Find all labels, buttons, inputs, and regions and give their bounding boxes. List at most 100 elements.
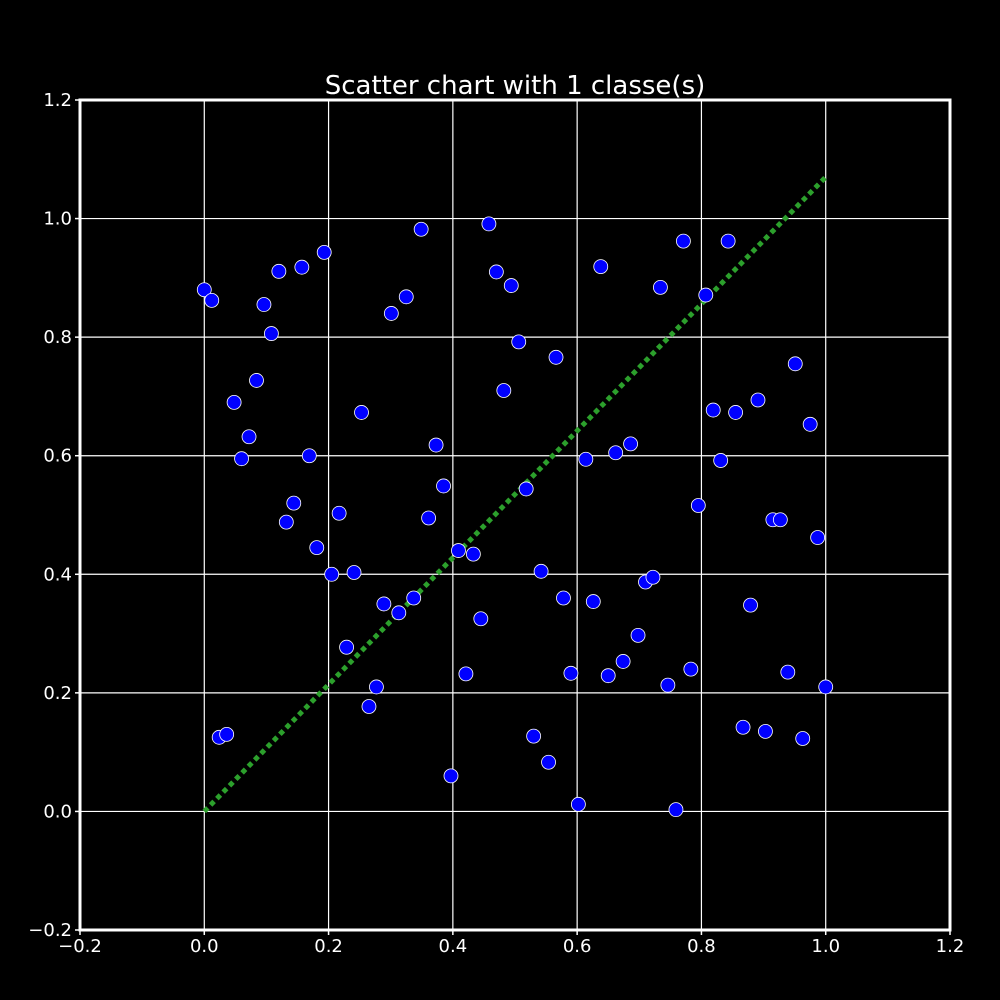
data-point [256, 297, 272, 312]
data-point [735, 719, 751, 735]
data-point [226, 394, 242, 410]
x-tick-label: 0.4 [439, 936, 468, 957]
data-point [600, 668, 616, 684]
data-point [294, 259, 310, 275]
trend-line-layer [202, 175, 828, 814]
y-tick-label: −0.2 [28, 920, 72, 941]
data-point [458, 666, 474, 682]
y-tick-label: 0.2 [43, 683, 72, 704]
data-point [219, 726, 235, 742]
data-point [196, 282, 212, 298]
data-point [309, 540, 325, 556]
data-point [780, 664, 796, 680]
data-point [660, 677, 676, 693]
data-point [361, 699, 377, 714]
data-point [428, 437, 444, 453]
data-point [563, 665, 579, 681]
data-point [705, 402, 721, 418]
data-point [578, 451, 594, 467]
x-tick-label: 1.0 [811, 936, 840, 957]
data-point [593, 259, 609, 274]
data-point [324, 566, 340, 582]
data-point [241, 429, 257, 445]
data-point [488, 264, 504, 280]
data-point [503, 278, 519, 293]
grid [80, 100, 950, 930]
data-point [271, 263, 287, 279]
data-point [436, 478, 451, 494]
data-point [443, 768, 459, 784]
data-point [750, 392, 766, 408]
data-point [511, 334, 527, 350]
plot-frame [78, 98, 952, 932]
y-tick-label: 0.8 [43, 327, 72, 348]
data-point [413, 221, 429, 237]
data-point [802, 416, 818, 432]
data-point [758, 723, 773, 739]
data-point [391, 605, 407, 621]
data-point [354, 405, 369, 420]
data-point [630, 627, 646, 643]
data-point [339, 639, 354, 655]
data-point [473, 611, 489, 627]
data-point [518, 481, 534, 497]
data-point [556, 590, 571, 606]
data-point [383, 306, 399, 321]
y-axis-ticks: −0.2 0.0 0.2 0.4 0.6 0.8 1.0 1.2 [28, 90, 80, 941]
data-point [810, 530, 826, 545]
data-point [541, 754, 556, 770]
x-axis-ticks: −0.2 0.0 0.2 0.4 0.6 0.8 1.0 1.2 [58, 930, 964, 957]
x-tick-label: 0.6 [563, 936, 592, 957]
data-point [728, 405, 744, 420]
data-point [533, 563, 549, 579]
y-tick-label: 1.2 [43, 90, 72, 111]
y-tick-label: 1.0 [43, 209, 72, 230]
data-point [548, 349, 564, 365]
data-point [496, 383, 512, 398]
data-point [406, 590, 422, 606]
y-tick-label: 0.6 [43, 446, 72, 467]
data-point [676, 233, 691, 249]
data-point [376, 596, 392, 612]
data-point [668, 802, 684, 818]
data-point [743, 597, 758, 613]
data-point [263, 326, 279, 341]
y-tick-label: 0.0 [43, 801, 72, 822]
data-point [421, 510, 437, 526]
data-point [698, 287, 714, 303]
data-point [398, 289, 414, 305]
data-point [369, 679, 384, 695]
y-tick-label: 0.4 [43, 564, 72, 585]
trend-line [202, 175, 828, 814]
x-tick-label: 0.2 [314, 936, 343, 957]
data-point [690, 498, 706, 513]
data-point [331, 505, 347, 521]
data-point [772, 512, 788, 528]
data-point [795, 731, 811, 746]
data-point [653, 279, 668, 295]
data-point [316, 244, 332, 260]
data-point [787, 356, 803, 372]
data-point [615, 654, 631, 669]
data-point [818, 679, 834, 695]
data-points [196, 216, 834, 818]
data-point [234, 451, 249, 467]
data-point [301, 448, 317, 464]
data-point [249, 373, 264, 388]
data-point [585, 594, 601, 609]
data-point [346, 565, 362, 580]
data-point [465, 546, 481, 562]
x-tick-label: 1.2 [936, 936, 965, 957]
x-tick-label: −0.2 [58, 936, 102, 957]
data-point [608, 445, 624, 461]
data-point [720, 233, 736, 249]
chart-title: Scatter chart with 1 classe(s) [325, 71, 706, 101]
data-point [526, 728, 542, 744]
x-tick-label: 0.8 [687, 936, 716, 957]
data-point [481, 216, 497, 232]
data-point [286, 495, 302, 511]
data-point [570, 796, 586, 812]
data-point [451, 543, 466, 558]
data-point [683, 661, 699, 677]
